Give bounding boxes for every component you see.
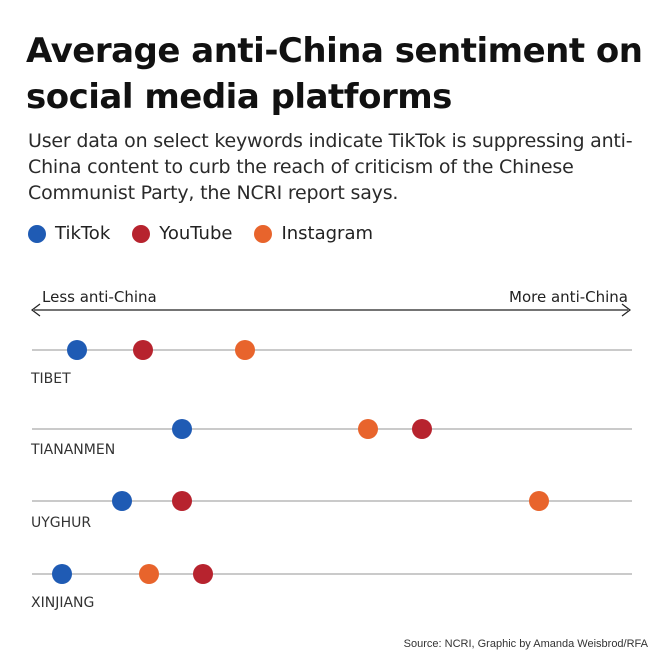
dot-youtube-tiananmen [412,419,432,439]
legend-item-tiktok: TikTok [28,223,110,244]
dot-tiktok-tibet [67,340,87,360]
row-label-xinjiang: XINJIANG [31,595,94,611]
dot-tiktok-xinjiang [52,564,72,584]
legend-label-tiktok: TikTok [55,223,111,244]
axis-arrow-right [621,303,631,317]
legend-dot-tiktok [28,224,46,243]
axis-label-more: More anti-China [509,288,628,306]
dot-youtube-xinjiang [193,564,213,584]
dot-tiktok-uyghur [112,491,132,511]
chart-subtitle: User data on select keywords indicate Ti… [28,130,633,204]
source-credit: Source: NCRI, Graphic by Amanda Weisbrod… [403,638,648,650]
row-label-uyghur: UYGHUR [31,515,91,531]
row-label-tiananmen: TIANANMEN [30,442,115,458]
page-title: Average anti-China sentiment on social m… [26,31,643,117]
dot-tiktok-tiananmen [172,419,192,439]
legend-label-instagram: Instagram [281,223,374,244]
legend-item-youtube: YouTube [132,223,232,244]
dot-instagram-tiananmen [358,419,378,439]
dot-instagram-uyghur [529,491,549,511]
legend: TikTok YouTube Instagram [28,223,373,244]
direction-axis: Less anti-China More anti-China [31,288,631,317]
dot-youtube-tibet [133,340,153,360]
dot-instagram-tibet [235,340,255,360]
dot-instagram-xinjiang [139,564,159,584]
dot-youtube-uyghur [172,491,192,511]
legend-dot-youtube [132,224,151,243]
chart-rows: TIBET TIANANMEN UYGHUR XINJIANG [30,340,632,611]
legend-label-youtube: YouTube [159,223,233,244]
axis-label-less: Less anti-China [42,288,157,306]
legend-item-instagram: Instagram [254,223,373,244]
legend-dot-instagram [254,224,273,243]
axis-arrow-left [31,303,41,317]
row-label-tibet: TIBET [30,371,71,387]
